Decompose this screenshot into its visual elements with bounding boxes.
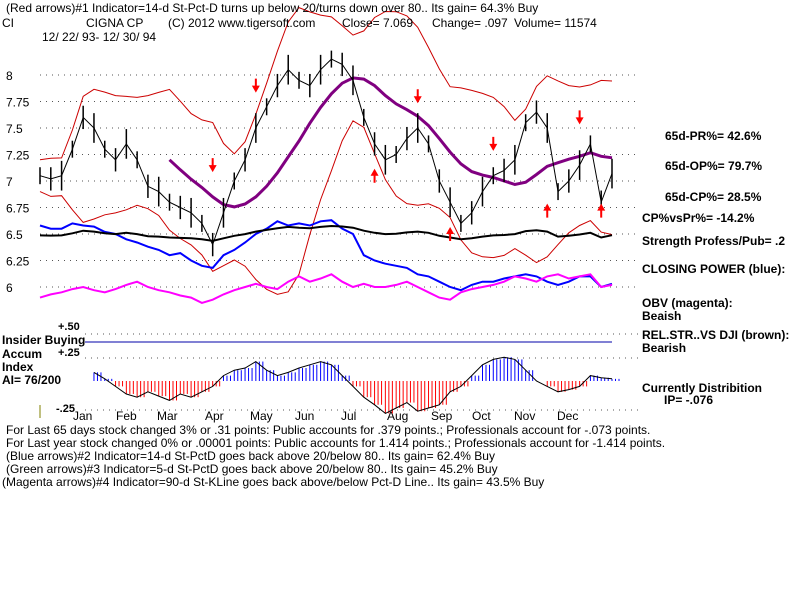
accum-minus25: -.25: [56, 403, 75, 415]
ticker: CI: [2, 16, 14, 30]
y-tick-label: 6.5: [6, 228, 23, 242]
y-tick-label: 6.75: [6, 202, 30, 216]
x-tick-label: Jul: [341, 409, 356, 423]
x-tick-label: Oct: [472, 409, 491, 423]
ip-value: IP= -.076: [664, 393, 714, 407]
red-down-arrow-icon: [489, 136, 498, 151]
red-up-arrow-icon: [597, 203, 606, 218]
distribution-label: Currently Distribition: [642, 381, 763, 395]
x-tick-label: Feb: [116, 409, 137, 423]
op-stat: 65d-OP%= 79.7%: [665, 159, 763, 173]
accum-line: [93, 356, 613, 414]
accum-plus25: +.25: [58, 347, 80, 359]
red-down-arrow-icon: [413, 89, 422, 104]
company-name: CIGNA CP: [86, 16, 144, 30]
x-tick-label: Jan: [73, 409, 92, 423]
green-arrows-legend: (Green arrows)#3 Indicator=5-d St-PctD g…: [6, 462, 498, 476]
lower-band: [39, 120, 613, 295]
obv-line: [39, 273, 613, 304]
upper-band: [39, 6, 613, 161]
red-up-arrow-icon: [446, 227, 455, 241]
insider-buying-label: Insider Buying: [2, 333, 86, 347]
footer-65day: For Last 65 days stock changed 3% or .31…: [6, 423, 651, 437]
x-tick-label: Apr: [205, 409, 224, 423]
index-label: Index: [2, 360, 34, 374]
blue-arrows-legend: (Blue arrows)#2 Indicator=14-d St-PctD g…: [6, 449, 495, 463]
cp-stat: 65d-CP%= 28.5%: [665, 190, 762, 204]
relstr-label: REL.STR..VS DJI (brown):: [642, 328, 790, 342]
accum-plus50: +.50: [58, 321, 80, 333]
volume-value: Volume= 11574: [514, 16, 597, 30]
obv-status: Beaish: [642, 309, 682, 323]
y-tick-label: 7.5: [6, 122, 23, 136]
red-down-arrow-icon: [251, 78, 260, 93]
price-line: [39, 58, 613, 246]
y-tick-label: 7.25: [6, 149, 30, 163]
y-tick-label: 6.25: [6, 255, 30, 269]
x-tick-label: Sep: [431, 409, 453, 423]
date-range: 12/ 22/ 93- 12/ 30/ 94: [42, 30, 157, 44]
moving-average: [168, 76, 613, 209]
red-down-arrow-icon: [575, 110, 584, 125]
pr-stat: 65d-PR%= 42.6%: [665, 129, 762, 143]
closing-power-label: CLOSING POWER (blue):: [642, 262, 786, 276]
x-tick-label: Jun: [295, 409, 314, 423]
red-up-arrow-icon: [543, 203, 552, 218]
relstr-status: Bearish: [642, 341, 687, 355]
red-up-arrow-icon: [370, 168, 379, 183]
ai-value: AI= 76/200: [2, 373, 62, 387]
copyright: (C) 2012 www.tigersoft.com: [168, 16, 316, 30]
obv-label: OBV (magenta):: [642, 296, 733, 310]
y-tick-label: 6: [6, 281, 13, 295]
red-arrows-legend: (Red arrows)#1 Indicator=14-d St-Pct-D t…: [6, 1, 539, 15]
x-tick-label: Dec: [557, 409, 578, 423]
y-tick-label: 8: [6, 69, 13, 83]
cpvspr-stat: CP%vsPr%= -14.2%: [642, 211, 755, 225]
y-tick-label: 7: [6, 175, 13, 189]
magenta-arrows-legend: (Magenta arrows)#4 Indicator=90-d St-KLi…: [2, 475, 545, 489]
x-tick-label: Mar: [157, 409, 178, 423]
red-down-arrow-icon: [208, 158, 217, 173]
x-tick-label: May: [250, 409, 273, 423]
strength-stat: Strength Profess/Pub= .2: [642, 234, 786, 248]
x-tick-label: Nov: [514, 409, 535, 423]
change-value: Change= .097: [432, 16, 508, 30]
close-value: Close= 7.069: [342, 16, 414, 30]
footer-year: For Last year stock changed 0% or .00001…: [6, 436, 666, 450]
relative-strength-line: [39, 224, 613, 242]
accum-label: Accum: [2, 347, 43, 361]
y-tick-label: 7.75: [6, 96, 30, 110]
